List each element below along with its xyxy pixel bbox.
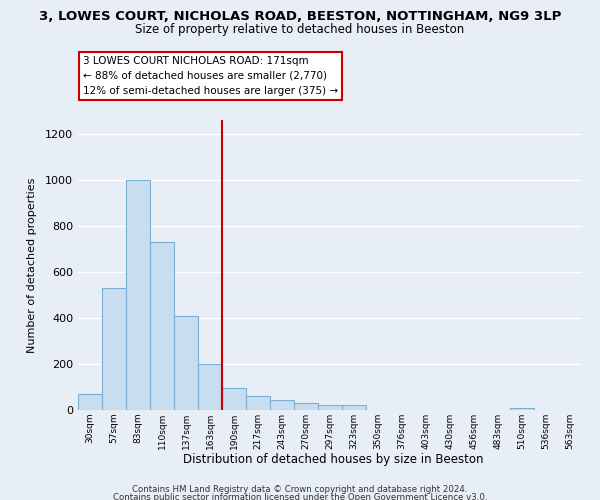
Text: Size of property relative to detached houses in Beeston: Size of property relative to detached ho… [136, 22, 464, 36]
Bar [294, 403, 318, 410]
Bar [78, 394, 102, 410]
Bar [174, 316, 198, 410]
Text: 3, LOWES COURT, NICHOLAS ROAD, BEESTON, NOTTINGHAM, NG9 3LP: 3, LOWES COURT, NICHOLAS ROAD, BEESTON, … [39, 10, 561, 23]
Bar [126, 180, 150, 410]
Bar [198, 364, 222, 410]
Bar [510, 408, 534, 410]
Bar [150, 242, 174, 410]
Y-axis label: Number of detached properties: Number of detached properties [26, 178, 37, 352]
Text: Contains HM Land Registry data © Crown copyright and database right 2024.: Contains HM Land Registry data © Crown c… [132, 485, 468, 494]
Bar [270, 400, 294, 410]
Bar [246, 396, 270, 410]
Text: Contains public sector information licensed under the Open Government Licence v3: Contains public sector information licen… [113, 493, 487, 500]
Text: Distribution of detached houses by size in Beeston: Distribution of detached houses by size … [183, 452, 483, 466]
Text: 3 LOWES COURT NICHOLAS ROAD: 171sqm
← 88% of detached houses are smaller (2,770): 3 LOWES COURT NICHOLAS ROAD: 171sqm ← 88… [83, 56, 338, 96]
Bar [222, 388, 246, 410]
Bar [342, 406, 366, 410]
Bar [102, 288, 126, 410]
Bar [318, 406, 342, 410]
